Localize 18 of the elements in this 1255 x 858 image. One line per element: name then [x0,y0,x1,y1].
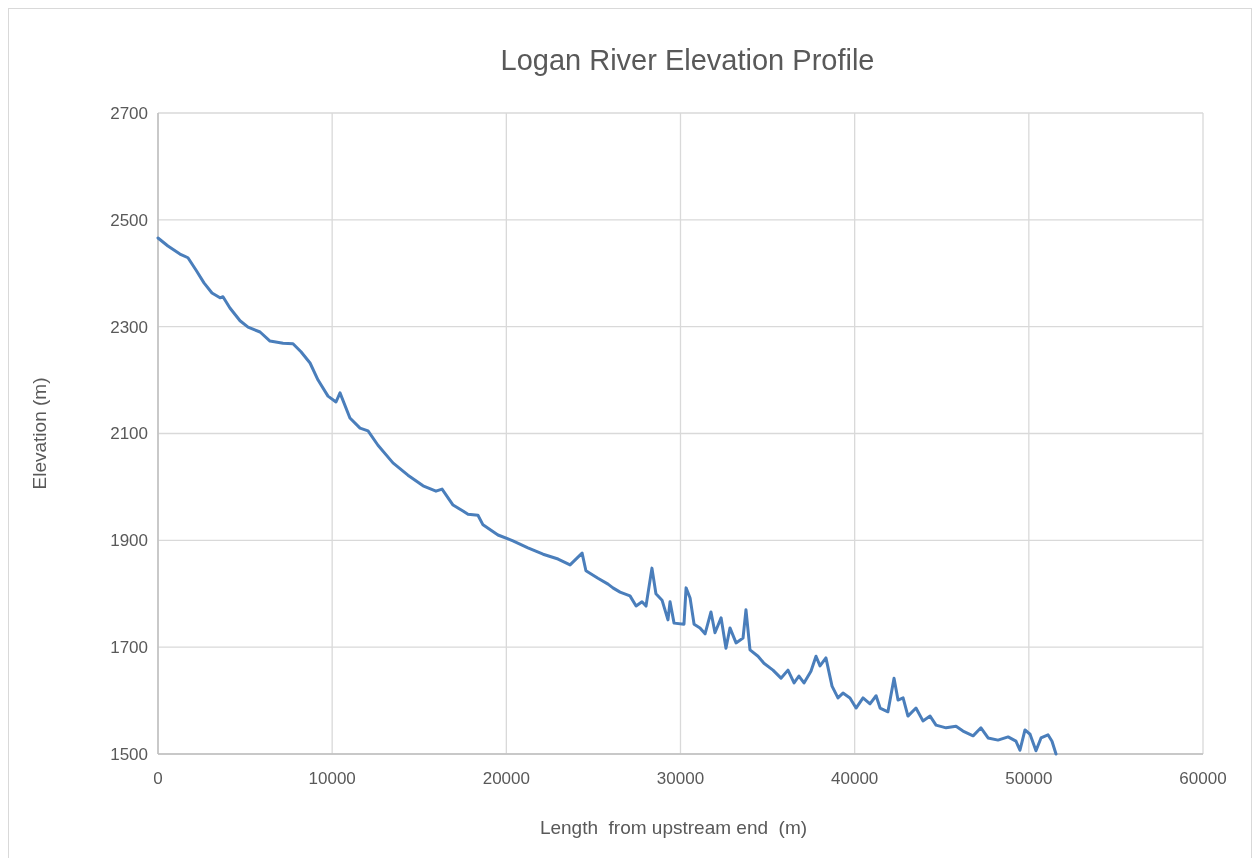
x-tick-label: 10000 [308,769,356,788]
y-tick-label: 1900 [110,531,148,551]
y-tick-label: 2300 [110,317,148,337]
x-tick-label: 20000 [482,769,530,788]
y-tick-label: 1700 [110,638,148,658]
y-tick-label: 2700 [110,103,148,123]
y-tick-label: 2100 [110,424,148,444]
line-series [156,236,1058,756]
x-tick-label: 30000 [656,769,705,788]
x-tick-label: 60000 [1179,769,1227,788]
x-tick-label: 50000 [1005,769,1053,788]
chart-title: Logan River Elevation Profile [500,44,875,76]
y-tick-label: 1500 [110,744,148,764]
x-tick-label: 40000 [831,769,879,788]
y-tick-label: 2500 [110,210,148,230]
x-axis-title: Length from upstream end (m) [539,817,808,838]
y-axis-title: Elevation (m) [29,377,50,490]
x-tick-label: 0 [153,769,163,788]
